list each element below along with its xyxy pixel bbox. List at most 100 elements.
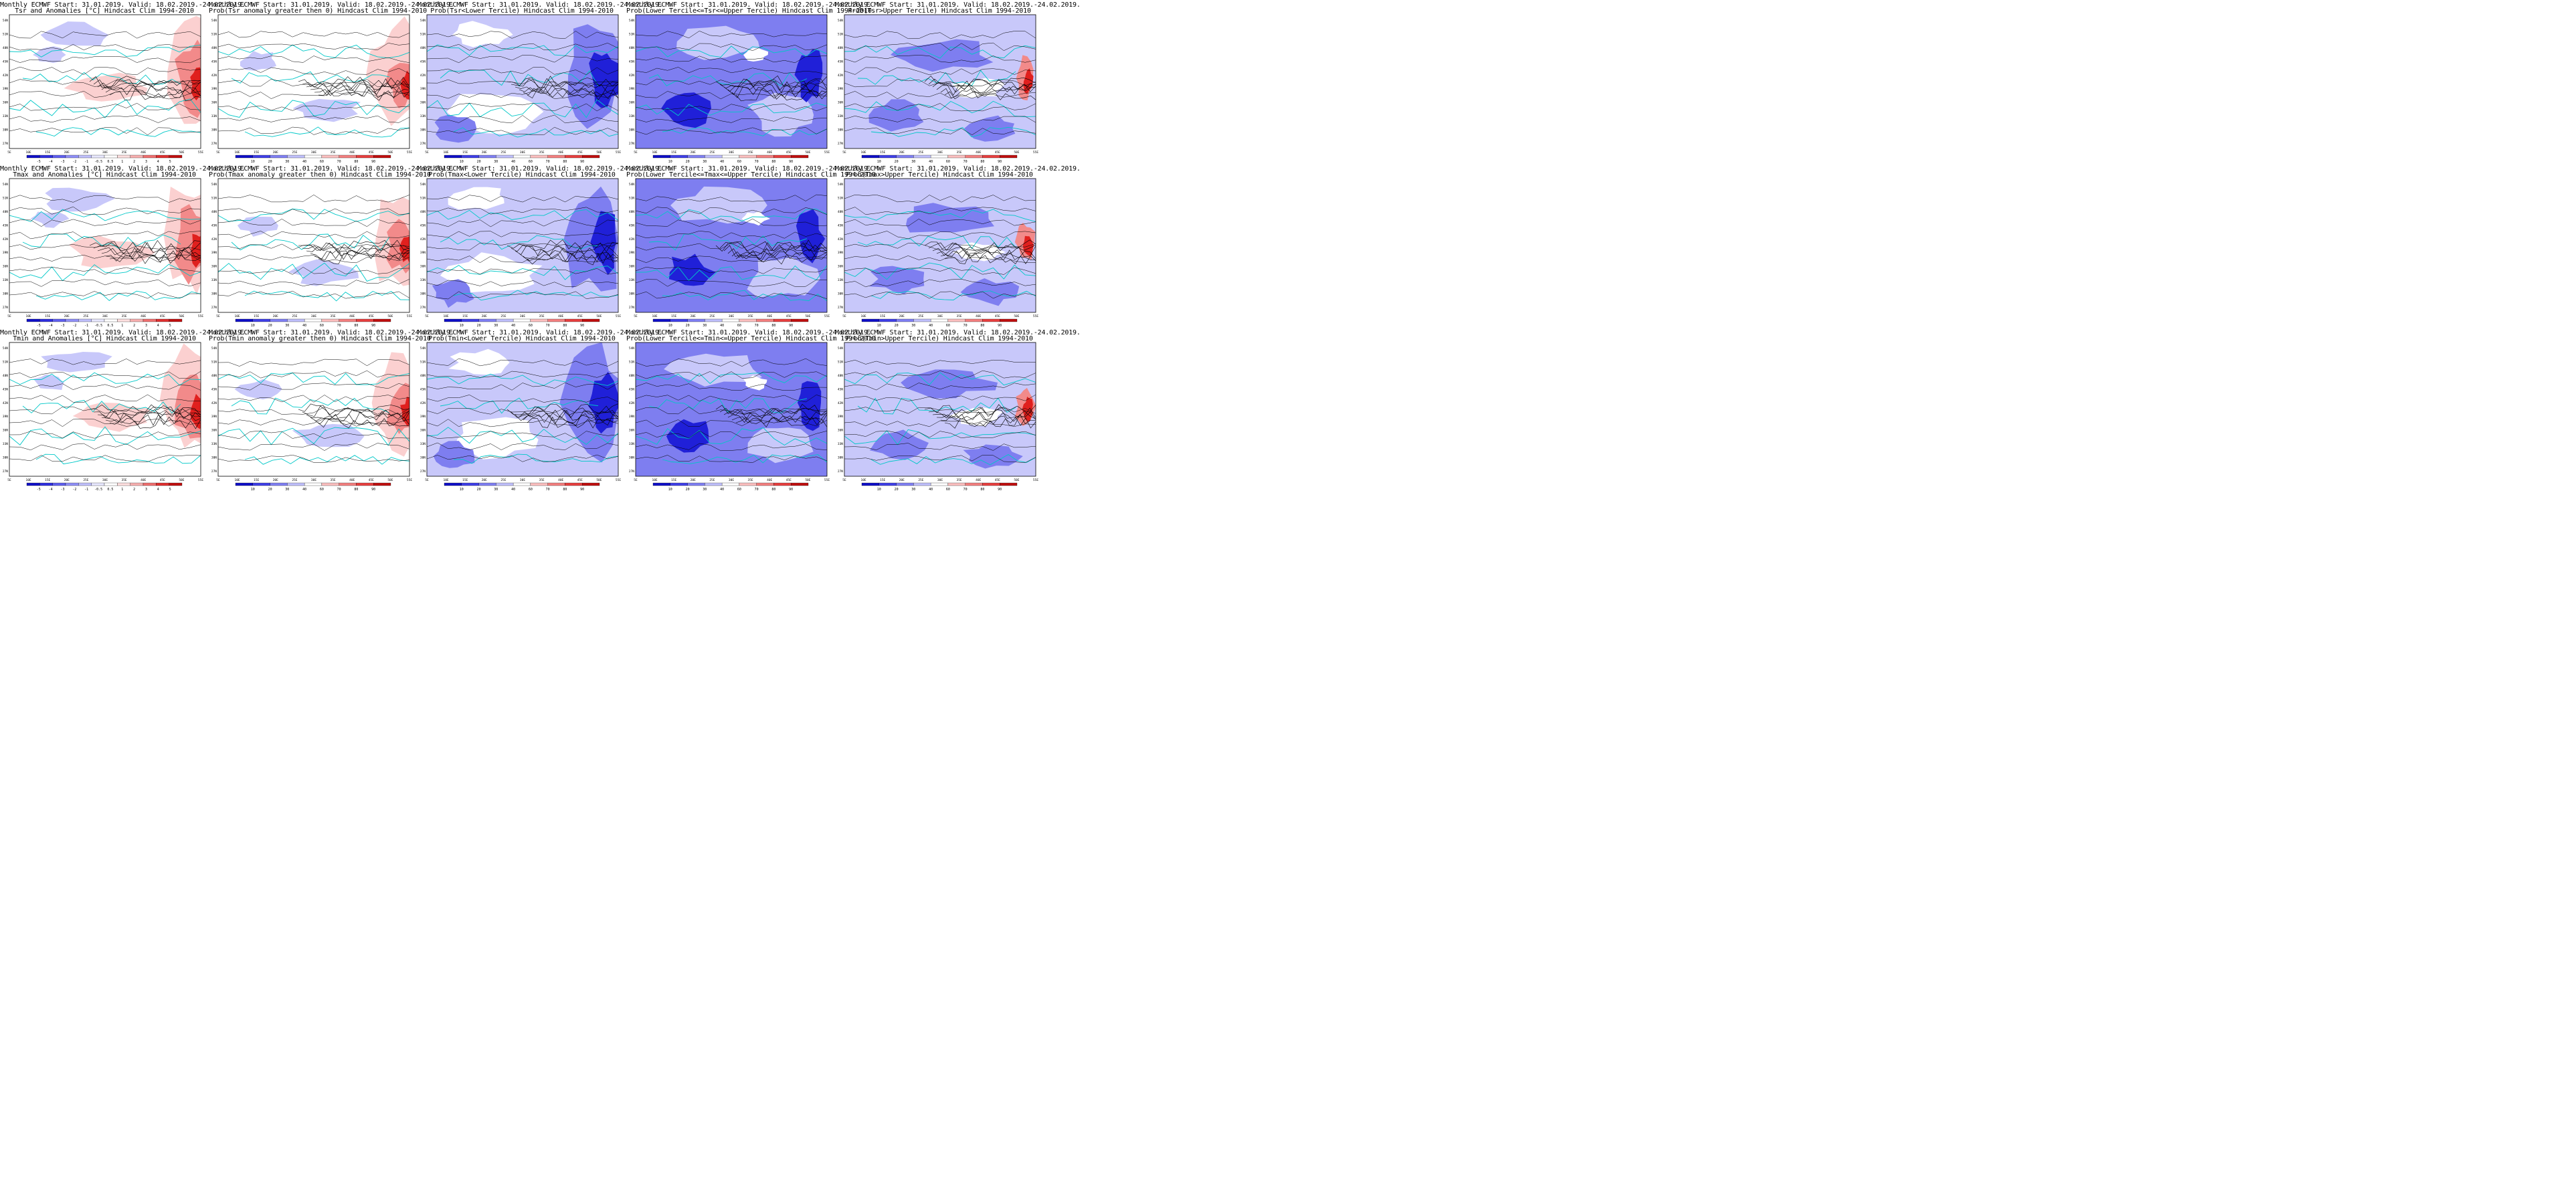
longitude-label: 35E (957, 478, 962, 482)
contour-line (9, 206, 201, 215)
shaded-region (747, 257, 820, 298)
contour-line (735, 89, 827, 102)
longitude-label: 15E (45, 314, 50, 318)
color-scale-label: 80 (563, 160, 567, 164)
contour-line (427, 454, 618, 462)
color-scale-swatch (339, 155, 357, 159)
contour-line (844, 370, 1036, 379)
contour-line (298, 403, 409, 415)
shaded-region (747, 427, 814, 464)
color-scale-swatch (65, 318, 79, 322)
latitude-label: 39N (211, 87, 217, 91)
shaded-region (452, 21, 513, 47)
color-scale-label: 5 (169, 160, 171, 164)
panel-title: Prob(Tmax anomaly greater then 0) Hindca… (209, 171, 431, 179)
shaded-region (661, 92, 711, 128)
longitude-label: 15E (254, 478, 259, 482)
longitude-label: 30E (102, 150, 108, 155)
latitude-label: 51N (838, 360, 843, 364)
color-scale-label: 80 (980, 488, 984, 492)
longitude-label: 35E (539, 150, 545, 155)
coastline (636, 208, 827, 222)
latitude-label: 36N (211, 429, 217, 433)
longitude-label: 10E (26, 150, 31, 155)
latitude-label: 42N (211, 74, 217, 78)
latitude-label: 51N (3, 196, 8, 200)
longitude-label: 20E (899, 150, 905, 155)
latitude-label: 42N (3, 74, 8, 78)
color-scale-swatch (78, 155, 92, 159)
coastline (218, 427, 409, 446)
color-scale-label: -0.5 (94, 324, 102, 328)
map-panel: 54N 51N 48N 45N 42N 39N 36N 33N 30N 27N 5E 10E 15E 20… (0, 164, 246, 328)
latitude-label: 30N (838, 456, 843, 460)
longitude-label: 50E (1014, 314, 1019, 318)
longitude-label: 10E (444, 314, 449, 318)
coastline (636, 102, 827, 116)
color-scale-swatch (721, 155, 740, 159)
contour-line (218, 43, 409, 50)
map-border (635, 342, 828, 477)
contour-line (218, 208, 409, 215)
longitude-label: 15E (45, 478, 50, 482)
longitude-label: 45E (369, 478, 374, 482)
coastline (440, 397, 599, 414)
contour-line (427, 280, 618, 287)
color-scale-swatch (304, 318, 323, 322)
latitude-label: 42N (211, 237, 217, 241)
color-scale-label: 80 (980, 324, 984, 328)
color-scale-label: -1 (84, 160, 88, 164)
color-scale-label: -5 (37, 160, 41, 164)
contour-line (93, 78, 201, 89)
color-scale-swatch (117, 482, 130, 486)
latitude-label: 27N (420, 142, 426, 146)
longitude-label: 45E (786, 314, 792, 318)
color-scale-swatch (705, 318, 723, 322)
latitude-label: 42N (420, 237, 426, 241)
color-scale-swatch (91, 155, 105, 159)
color-scale: 10 20 30 40 60 70 80 90 (652, 482, 809, 492)
color-scale-label: 5 (169, 488, 171, 492)
latitude-label: 51N (838, 32, 843, 36)
contour-line (101, 411, 201, 423)
latitude-label: 48N (420, 210, 426, 214)
color-scale-swatch (321, 318, 339, 322)
latitude-label: 48N (211, 46, 217, 50)
latitude-label: 36N (211, 265, 217, 269)
contour-line (314, 414, 409, 426)
color-scale-swatch (896, 155, 914, 159)
contour-line (427, 126, 618, 135)
color-scale-swatch (444, 318, 462, 322)
color-scale-swatch (444, 482, 462, 486)
color-scale-label: 30 (285, 160, 289, 164)
map-panel: 54N 51N 48N 45N 42N 39N 36N 33N 30N 27N 5E 10E 15E 20… (209, 0, 454, 165)
latitude-label: 51N (420, 196, 426, 200)
longitude-label: 45E (160, 150, 165, 155)
latitude-label: 51N (420, 32, 426, 36)
longitude-label: 35E (539, 478, 545, 482)
contour-line (636, 291, 827, 300)
contour-line (9, 90, 201, 100)
color-scale-label: 40 (302, 488, 306, 492)
color-scale-label: 4 (157, 324, 159, 328)
longitude-label: 45E (786, 150, 792, 155)
contour-line (306, 245, 409, 257)
color-scale-label: 10 (877, 488, 881, 492)
contour-line (527, 252, 618, 266)
latitude-label: 48N (3, 374, 8, 378)
contour-line (218, 418, 409, 427)
panel-title: Prob(Lower Tercile<=Tmax<=Upper Tercile)… (626, 171, 876, 179)
shaded-region (868, 99, 924, 132)
color-scale-swatch (513, 482, 531, 486)
color-scale-swatch (947, 155, 965, 159)
color-scale: 10 20 30 40 60 70 80 90 (861, 482, 1018, 492)
contour-line (844, 420, 1036, 427)
longitude-label: 45E (995, 150, 1000, 155)
contour-line (731, 250, 827, 263)
color-scale-swatch (756, 318, 774, 322)
map-canvas: 54N 51N 48N 45N 42N 39N 36N 33N 30N 27N 5E 10E 15E 20… (835, 0, 1044, 164)
color-scale-label: 90 (998, 324, 1002, 328)
color-scale-swatch (356, 155, 374, 159)
color-scale-swatch (930, 155, 949, 159)
